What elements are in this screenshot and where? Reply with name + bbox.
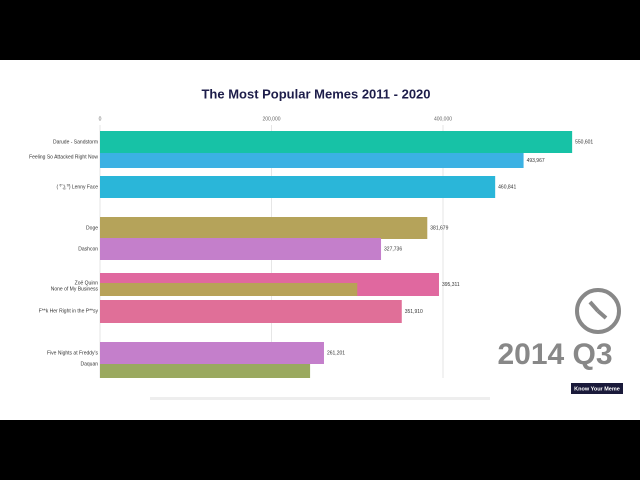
chart-title: The Most Popular Memes 2011 - 2020: [201, 86, 430, 101]
category-label: Doge: [86, 225, 98, 231]
bar: [100, 217, 428, 239]
bottom-shade: [150, 397, 490, 400]
bar: [100, 364, 311, 378]
bar: [100, 300, 402, 323]
source-label: Know Your Meme: [574, 386, 620, 392]
bar: [100, 131, 573, 153]
category-label: Darude - Sandstorm: [53, 139, 98, 145]
category-label: None of My Business: [51, 286, 99, 292]
category-label: Dashcon: [78, 246, 98, 252]
value-label: 550,601: [575, 139, 593, 145]
period-label: 2014 Q3: [497, 338, 612, 371]
bar: [100, 283, 358, 296]
value-label: 327,736: [384, 246, 402, 252]
category-label: Daquan: [80, 361, 98, 367]
x-tick-label: 400,000: [434, 116, 452, 122]
category-label: Five Nights at Freddy's: [47, 350, 98, 356]
bar: [100, 176, 496, 198]
category-label: ( ͡° ͜ʖ ͡°) Lenny Face: [56, 183, 98, 190]
value-label: 381,679: [430, 225, 448, 231]
x-tick-label: 0: [99, 116, 102, 122]
value-label: 493,967: [527, 158, 545, 164]
x-tick-label: 200,000: [262, 116, 280, 122]
source-badge: [571, 383, 623, 394]
category-label: Zoë Quinn: [75, 280, 99, 286]
category-label: Feeling So Attacked Right Now: [29, 154, 98, 160]
value-label: 261,201: [327, 350, 345, 356]
clock-icon: [575, 288, 621, 334]
bar: [100, 153, 524, 168]
bar: [100, 342, 324, 364]
bar: [100, 238, 382, 260]
value-label: 460,841: [498, 184, 516, 190]
value-label: 351,910: [405, 309, 423, 315]
category-label: F**k Her Right in the P**sy: [39, 308, 99, 314]
value-label: 395,311: [442, 282, 460, 288]
